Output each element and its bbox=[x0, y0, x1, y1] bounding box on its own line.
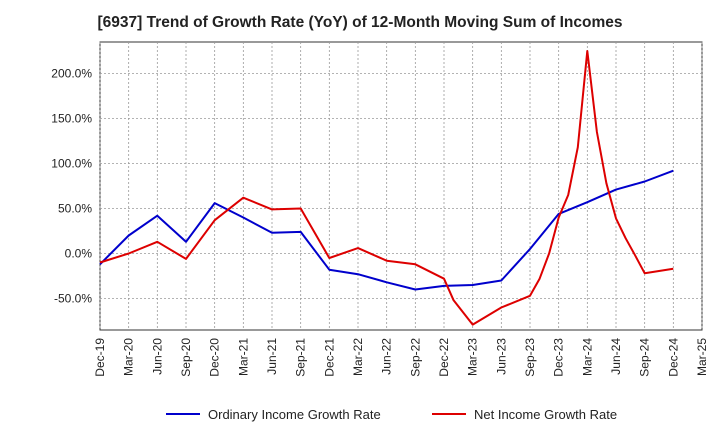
x-tick-label: Jun-24 bbox=[609, 338, 623, 375]
y-tick-label: 150.0% bbox=[51, 112, 92, 126]
series-line-net-income bbox=[99, 50, 674, 326]
x-tick-label: Dec-22 bbox=[437, 338, 451, 377]
x-tick-label: Jun-22 bbox=[380, 338, 394, 375]
y-tick-label: -50.0% bbox=[54, 292, 92, 306]
y-tick-label: 100.0% bbox=[51, 157, 92, 171]
series-line-ordinary-income bbox=[99, 169, 674, 291]
x-tick-label: Mar-21 bbox=[236, 338, 250, 376]
x-tick-label: Sep-21 bbox=[294, 338, 308, 377]
x-tick-label: Mar-25 bbox=[695, 338, 709, 376]
x-tick-label: Dec-21 bbox=[322, 338, 336, 377]
x-tick-label: Mar-24 bbox=[580, 338, 594, 376]
x-tick-label: Jun-21 bbox=[265, 338, 279, 375]
y-tick-label: 50.0% bbox=[58, 202, 92, 216]
x-tick-label: Mar-20 bbox=[122, 338, 136, 376]
x-tick-label: Jun-20 bbox=[150, 338, 164, 375]
x-tick-label: Dec-20 bbox=[208, 338, 222, 377]
y-tick-label: 200.0% bbox=[51, 67, 92, 81]
x-tick-label: Sep-23 bbox=[523, 338, 537, 377]
y-tick-label: 0.0% bbox=[65, 247, 93, 261]
x-tick-label: Dec-24 bbox=[666, 338, 680, 377]
legend-label: Net Income Growth Rate bbox=[474, 407, 617, 422]
x-tick-label: Dec-23 bbox=[552, 338, 566, 377]
x-tick-label: Jun-23 bbox=[494, 338, 508, 375]
x-tick-label: Mar-23 bbox=[466, 338, 480, 376]
x-tick-label: Sep-22 bbox=[408, 338, 422, 377]
x-tick-label: Dec-19 bbox=[93, 338, 107, 377]
chart-title: [6937] Trend of Growth Rate (YoY) of 12-… bbox=[97, 14, 623, 31]
x-tick-label: Sep-20 bbox=[179, 338, 193, 377]
x-tick-label: Mar-22 bbox=[351, 338, 365, 376]
x-tick-label: Sep-24 bbox=[638, 338, 652, 377]
legend-label: Ordinary Income Growth Rate bbox=[208, 407, 381, 422]
